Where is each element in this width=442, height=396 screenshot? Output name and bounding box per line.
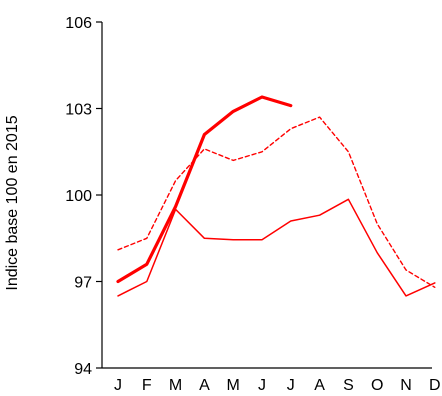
x-tick-label: J — [287, 377, 295, 394]
x-tick-label: S — [343, 377, 354, 394]
x-tick-label: J — [258, 377, 266, 394]
x-tick-label: O — [371, 377, 383, 394]
x-tick-label: J — [114, 377, 122, 394]
y-tick-label: 94 — [74, 361, 92, 378]
x-tick-label: F — [142, 377, 152, 394]
y-tick-label: 103 — [65, 102, 92, 119]
x-tick-label: N — [400, 377, 412, 394]
x-tick-label: A — [199, 377, 210, 394]
x-tick-label: D — [429, 377, 441, 394]
y-tick-label: 97 — [74, 275, 92, 292]
series-line-2 — [117, 198, 436, 297]
series-line-1 — [116, 95, 293, 284]
y-axis-label: Indice base 100 en 2015 — [4, 115, 21, 290]
y-tick-label: 100 — [65, 188, 92, 205]
series-line-3 — [117, 116, 436, 288]
x-tick-label: A — [314, 377, 325, 394]
x-tick-label: M — [169, 377, 182, 394]
y-tick-label: 106 — [65, 15, 92, 32]
x-tick-label: M — [227, 377, 240, 394]
series-layer — [116, 95, 436, 297]
